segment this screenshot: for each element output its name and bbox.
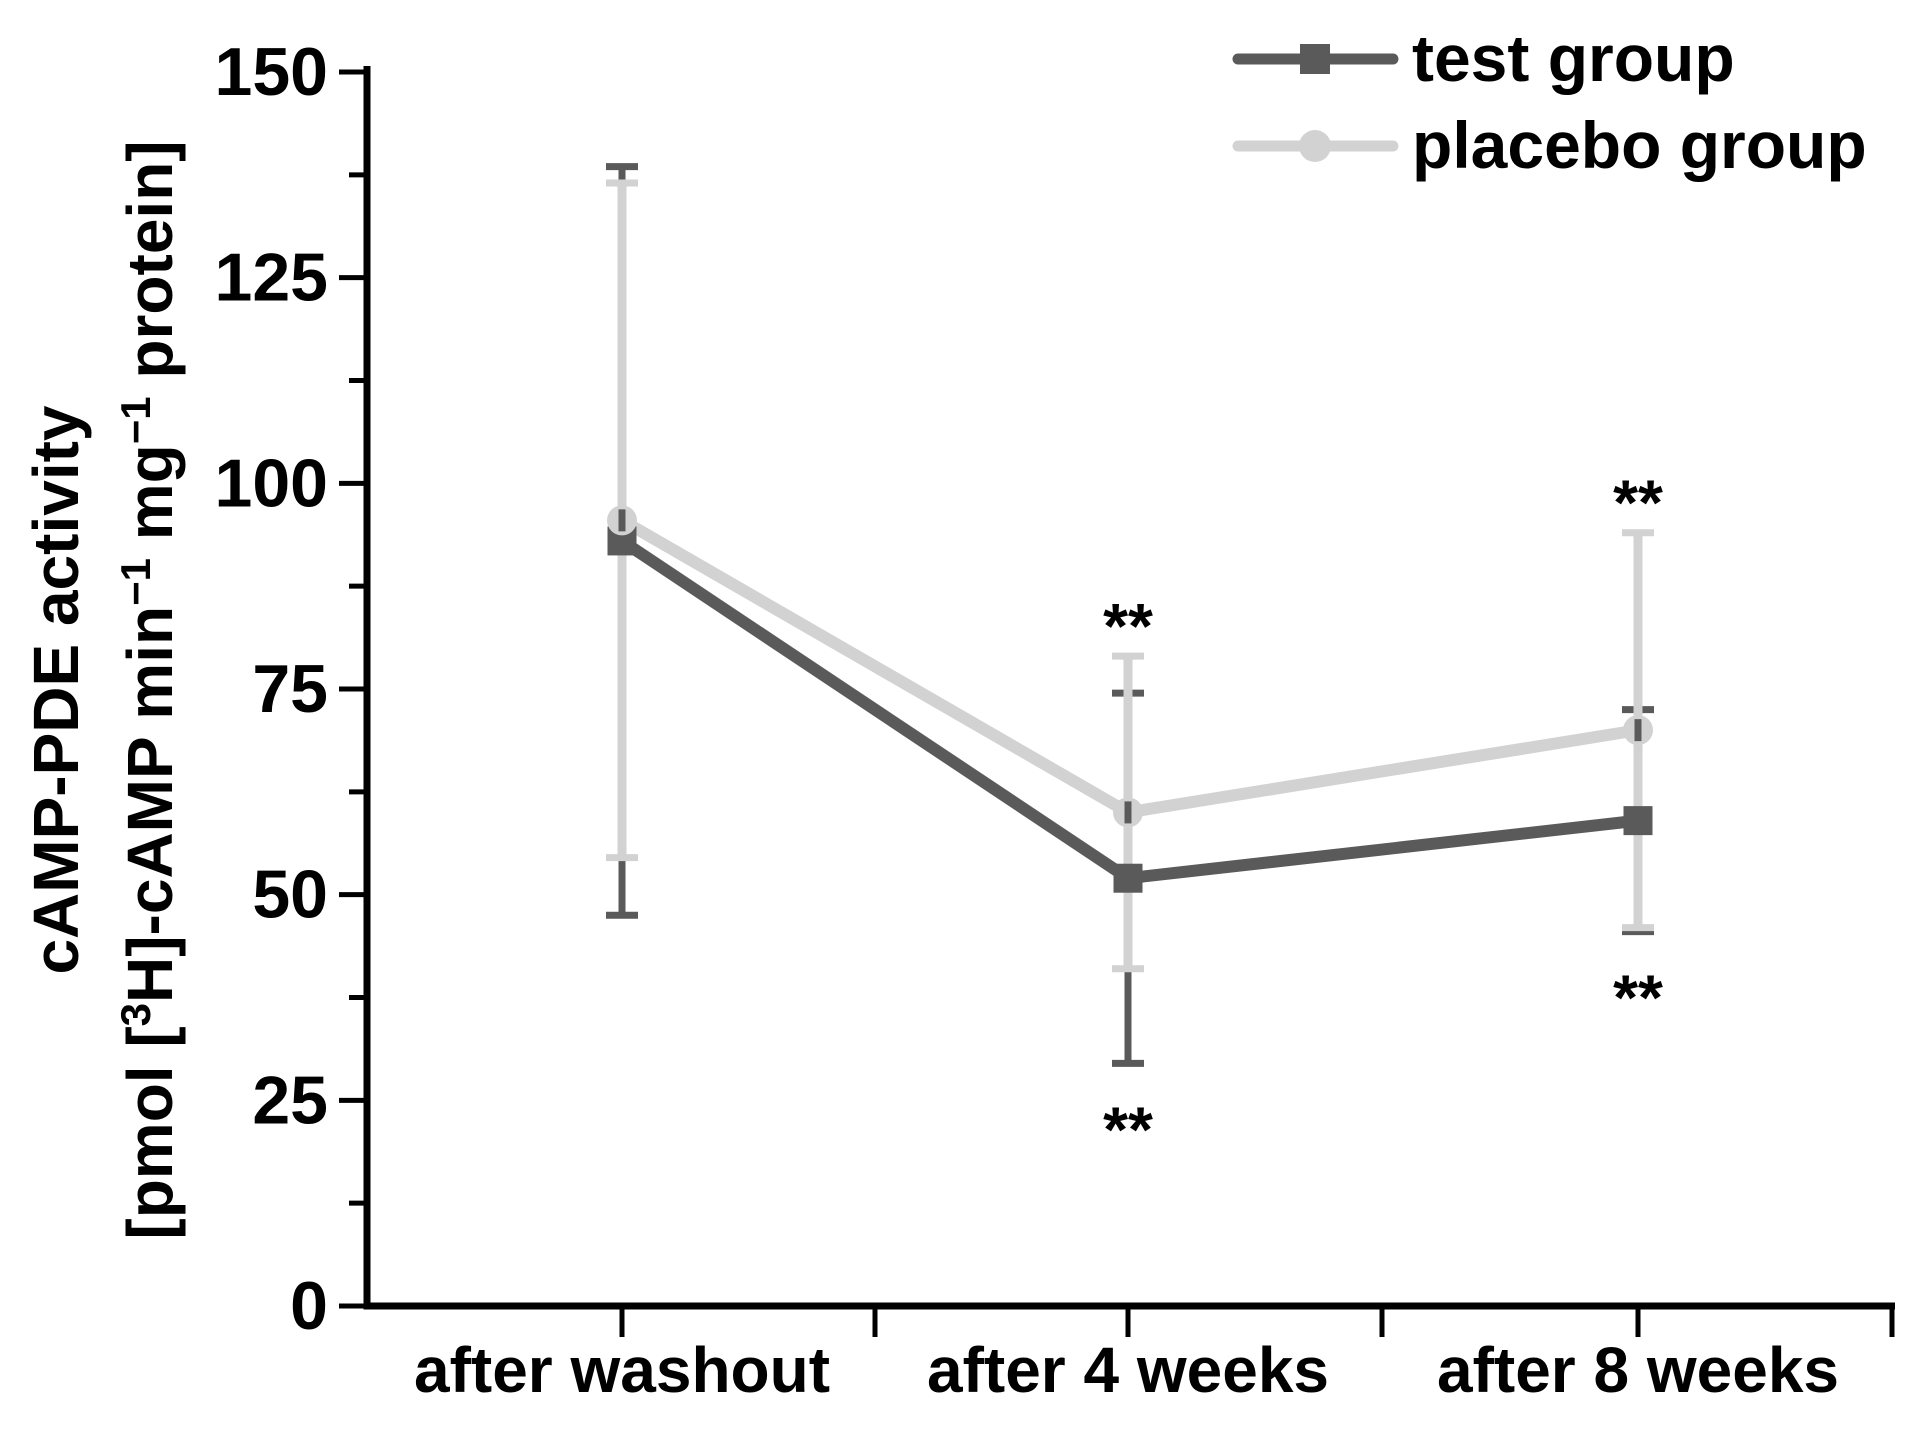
y-axis-title-line1: cAMP-PDE activity (20, 405, 92, 974)
legend: test group placebo group (1232, 21, 1867, 182)
legend-label-test-group: test group (1412, 21, 1735, 95)
data-point-test-group (1623, 806, 1653, 836)
y-axis-title: cAMP-PDE activity [pmol [3H]-cAMP min−1 … (20, 140, 186, 1239)
y-tick-label: 150 (215, 34, 328, 110)
x-category-label: after 8 weeks (1437, 1334, 1839, 1406)
significance-marker: ** (1613, 467, 1663, 539)
data-point-test-group (1113, 863, 1143, 893)
legend-square-marker (1300, 44, 1330, 74)
error-line-through-marker (618, 509, 626, 532)
x-axis-ticks (619, 1309, 1895, 1337)
legend-circle-marker (1299, 130, 1331, 162)
error-line-through-marker (1634, 719, 1642, 742)
y-axis-ticks: 0 25 50 75 100 125 150 (215, 34, 366, 1344)
legend-item-test-group: test group (1232, 21, 1735, 95)
x-category-label: after 4 weeks (927, 1334, 1329, 1406)
data-series (606, 163, 1654, 1067)
y-tick-label: 25 (252, 1062, 328, 1138)
y-tick-label: 50 (252, 857, 328, 933)
significance-annotations: ** ** ** ** (1103, 467, 1663, 1166)
axes (363, 66, 1895, 1310)
error-line-through-marker (1124, 801, 1132, 824)
y-tick-label: 75 (252, 651, 328, 727)
legend-label-placebo-group: placebo group (1412, 108, 1867, 182)
significance-marker: ** (1103, 590, 1153, 662)
y-tick-label: 0 (290, 1268, 328, 1344)
y-axis-title-line2: [pmol [3H]-cAMP min−1 mg−1 protein] (112, 140, 186, 1239)
x-axis-category-labels: after washout after 4 weeks after 8 weeks (414, 1334, 1839, 1406)
y-tick-label: 125 (215, 240, 328, 316)
significance-marker: ** (1613, 962, 1663, 1034)
placebo-group-error-bars (606, 179, 1654, 973)
significance-marker: ** (1103, 1093, 1153, 1165)
x-category-label: after washout (414, 1334, 830, 1406)
legend-item-placebo-group: placebo group (1232, 108, 1867, 182)
y-tick-label: 100 (215, 445, 328, 521)
